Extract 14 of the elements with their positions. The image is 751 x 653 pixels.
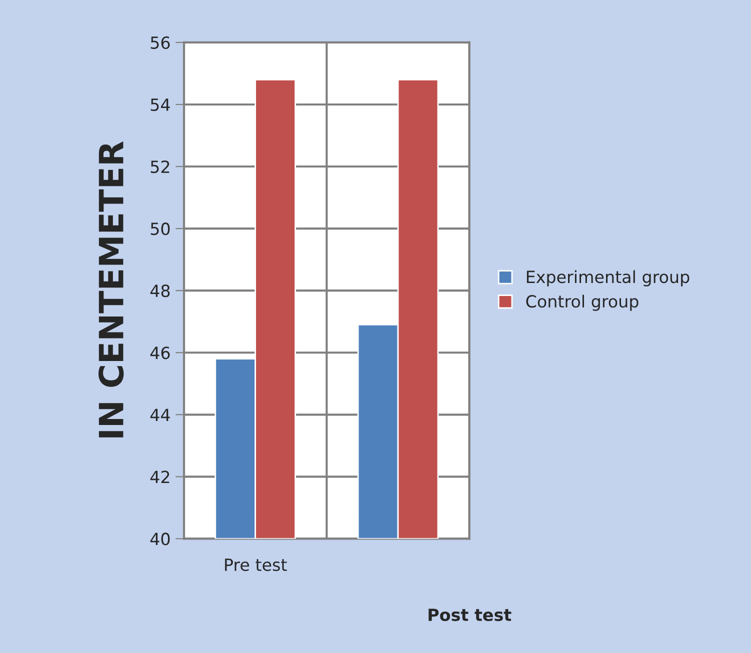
y-tick-label: 48 (150, 284, 170, 298)
y-axis-title: IN CENTEMETER (98, 141, 124, 438)
y-tick-label: 50 (150, 222, 170, 236)
y-tick-label: 40 (150, 532, 170, 546)
y-tick-label: 52 (150, 160, 170, 174)
y-tick-label: 56 (150, 36, 170, 50)
y-tick-label: 44 (150, 408, 170, 421)
x-tick-label: Pre test (225, 558, 287, 572)
legend-label: Control group (526, 294, 638, 311)
x-axis-title: Post test (428, 608, 512, 622)
y-tick-label: 42 (150, 470, 170, 484)
y-tick-label: 46 (150, 346, 170, 360)
y-tick-label: 54 (150, 98, 170, 112)
legend-label: Experimental group (526, 270, 690, 286)
